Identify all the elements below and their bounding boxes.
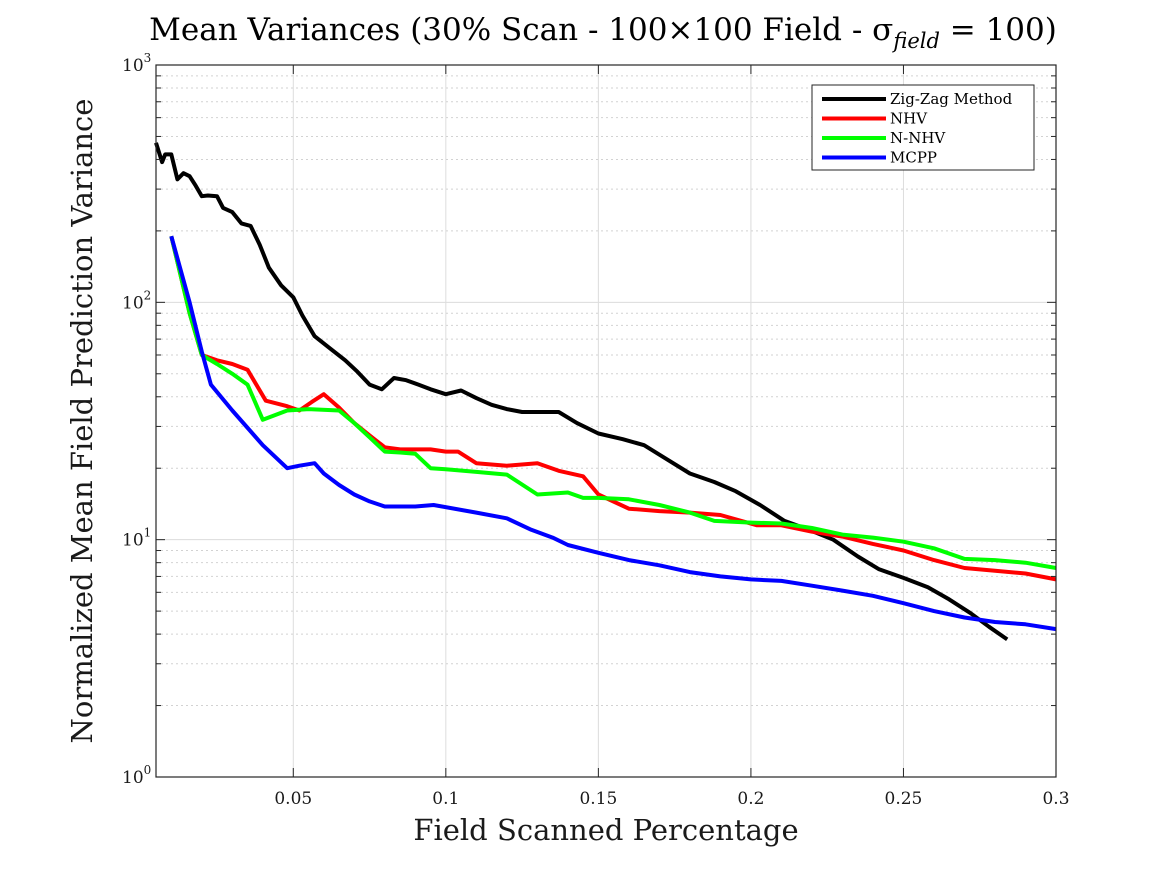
x-axis-label: Field Scanned Percentage (413, 813, 798, 847)
x-tick-label-5: 0.3 (1042, 789, 1069, 809)
plot-area (156, 65, 1056, 777)
series-line-3 (169, 235, 1057, 632)
legend-label-1: NHV (890, 110, 928, 128)
legend-label-2: N-NHV (890, 129, 946, 147)
x-tick-label-3: 0.2 (737, 789, 764, 809)
chart-title: Mean Variances (30% Scan - 100×100 Field… (149, 12, 1057, 53)
x-tick-label-4: 0.25 (885, 789, 923, 809)
x-tick-label-0: 0.05 (274, 789, 312, 809)
plot-frame (155, 64, 1057, 778)
grid-layer (156, 64, 1057, 778)
legend-label-0: Zig-Zag Method (890, 90, 1013, 108)
series-layer (154, 142, 1057, 642)
tick-layer: 0.05 0.1 0.15 0.2 0.25 0.3 100 101 102 103 (122, 51, 1070, 809)
y-axis-label: Normalized Mean Field Prediction Varianc… (65, 99, 99, 744)
series-line-2 (169, 235, 1057, 570)
y-tick-label-2: 102 (122, 288, 151, 313)
legend-label-3: MCPP (890, 149, 937, 167)
y-tick-label-0: 100 (122, 763, 151, 788)
y-tick-label-1: 101 (122, 526, 151, 551)
x-tick-label-2: 0.15 (579, 789, 617, 809)
series-line-1 (169, 235, 1057, 582)
y-tick-label-3: 103 (122, 51, 151, 76)
x-tick-label-1: 0.1 (432, 789, 459, 809)
series-line-0 (154, 142, 1009, 642)
